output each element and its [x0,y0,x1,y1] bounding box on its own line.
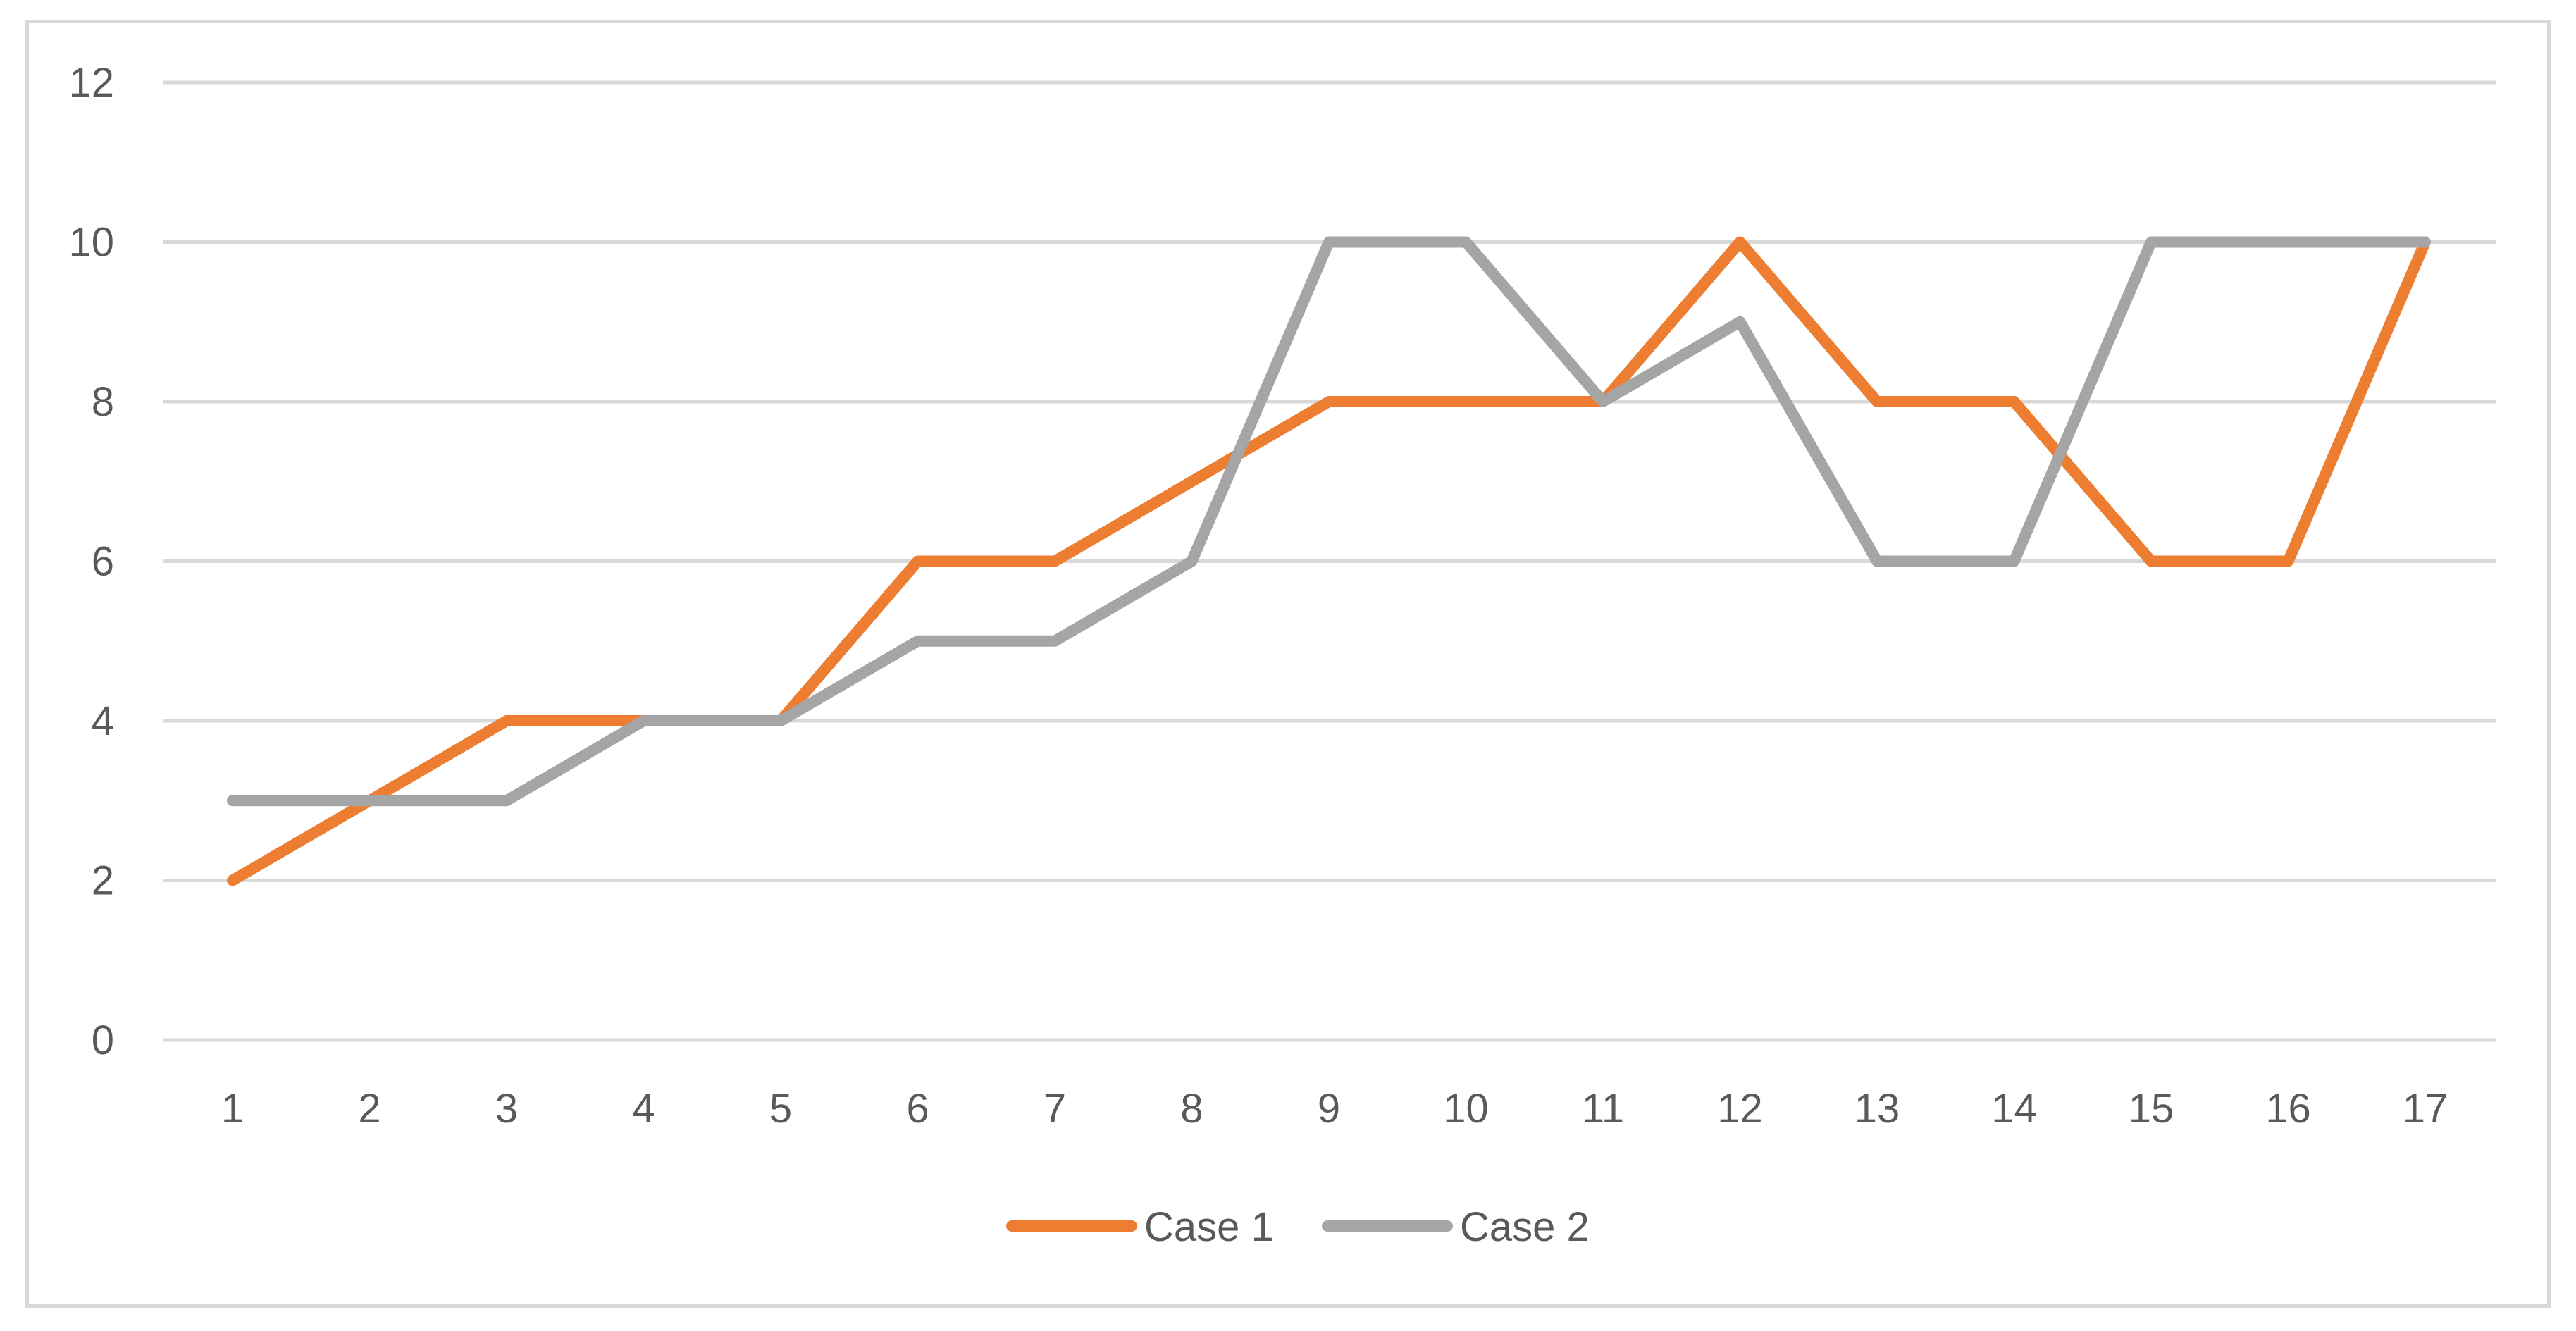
y-axis-tick-labels: 0 2 4 6 8 10 12 [68,60,114,1063]
x-tick-label: 1 [221,1086,244,1132]
x-tick-label: 13 [1854,1086,1900,1132]
x-tick-label: 2 [358,1086,380,1132]
legend-label-1: Case 1 [1144,1204,1274,1250]
x-tick-label: 5 [769,1086,792,1132]
x-axis-tick-labels: 1 2 3 4 5 6 7 8 9 10 11 12 13 14 15 16 17 [221,1086,2448,1132]
x-tick-label: 14 [1991,1086,2037,1132]
legend-label-2: Case 2 [1460,1204,1590,1250]
x-tick-label: 17 [2403,1086,2448,1132]
x-tick-label: 9 [1318,1086,1340,1132]
y-tick-label: 0 [92,1017,114,1063]
x-tick-label: 4 [632,1086,655,1132]
y-tick-label: 2 [92,858,114,904]
x-tick-label: 11 [1582,1086,1624,1132]
y-tick-label: 10 [68,220,114,266]
y-tick-label: 12 [68,60,114,106]
legend: Case 1 Case 2 [1006,1204,1590,1250]
x-tick-label: 16 [2265,1086,2311,1132]
x-tick-label: 6 [906,1086,929,1132]
x-tick-label: 3 [495,1086,518,1132]
y-tick-label: 6 [92,539,114,585]
x-tick-label: 15 [2129,1086,2174,1132]
x-tick-label: 10 [1443,1086,1489,1132]
chart-frame [25,20,2551,1308]
y-tick-label: 8 [92,379,114,425]
series-lines [227,236,2431,886]
x-tick-label: 8 [1180,1086,1203,1132]
x-tick-label: 7 [1044,1086,1066,1132]
series-line-2 [227,236,2431,807]
y-tick-label: 4 [92,698,114,744]
x-tick-label: 12 [1717,1086,1763,1132]
